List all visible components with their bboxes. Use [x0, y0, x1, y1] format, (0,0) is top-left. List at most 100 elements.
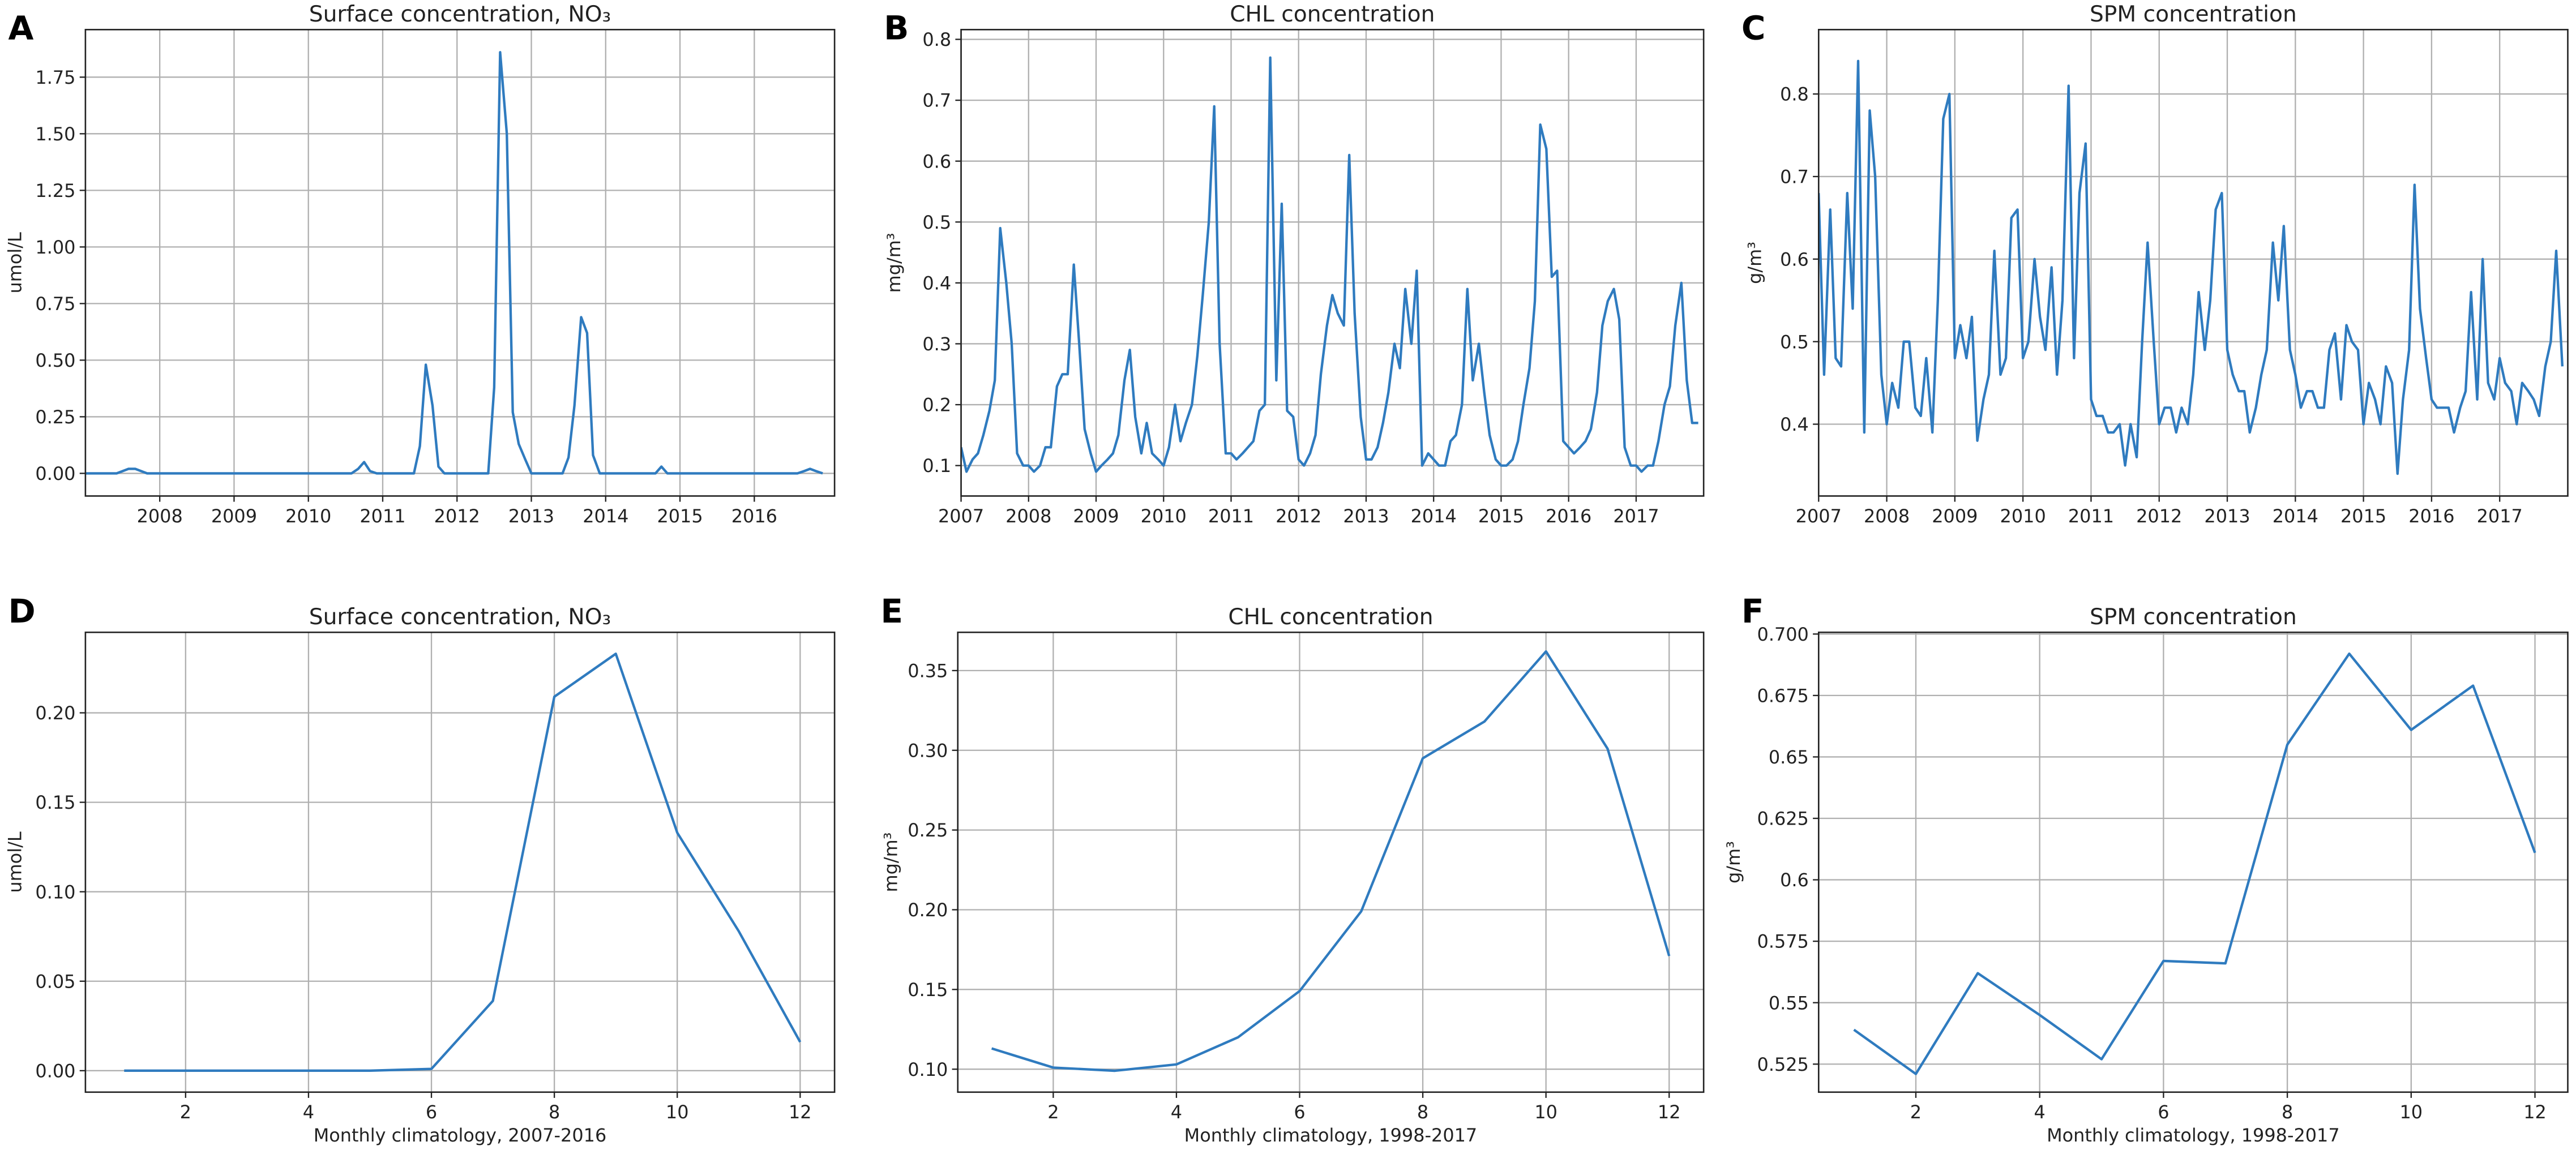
y-tick-label: 0.2: [922, 394, 951, 416]
y-tick-label: 0.10: [908, 1059, 948, 1080]
y-tick-label: 0.7: [922, 90, 951, 111]
x-tick-label: 2012: [2136, 505, 2182, 527]
x-tick-label: 2013: [1343, 505, 1389, 527]
y-tick-label: 0.05: [35, 971, 75, 992]
y-tick-label: 0.25: [35, 406, 75, 428]
x-tick-label: 2008: [1005, 505, 1051, 527]
y-tick-label: 1.75: [35, 67, 75, 88]
data-line: [85, 51, 823, 475]
y-tick-label: 0.10: [35, 881, 75, 903]
panel-letter: F: [1741, 592, 1764, 630]
x-tick-label: 6: [426, 1101, 437, 1123]
y-axis-label: umol/L: [5, 831, 26, 892]
axes-frame: [84, 29, 836, 497]
x-tick-label: 2016: [2408, 505, 2454, 527]
x-tick-label: 2009: [211, 505, 257, 527]
y-tick-label: 0.00: [35, 463, 75, 484]
axes-frame: [960, 29, 1705, 497]
x-tick-label: 2008: [137, 505, 183, 527]
x-tick-label: 10: [2400, 1101, 2423, 1123]
x-tick-label: 6: [1294, 1101, 1305, 1123]
y-tick-label: 0.575: [1757, 931, 1809, 952]
y-tick-label: 0.625: [1757, 808, 1809, 830]
y-axis-label: mg/m³: [883, 233, 905, 293]
x-tick-label: 2016: [731, 505, 777, 527]
y-tick-label: 0.7: [1780, 166, 1809, 188]
y-tick-label: 0.35: [908, 660, 948, 681]
x-tick-label: 10: [666, 1101, 689, 1123]
chart-title: SPM concentration: [2090, 2, 2297, 27]
y-tick-label: 0.50: [35, 350, 75, 371]
panel-letter: B: [884, 9, 909, 48]
x-tick-label: 2013: [508, 505, 554, 527]
x-tick-label: 2: [1047, 1101, 1059, 1123]
panel-letter: C: [1741, 9, 1766, 48]
y-tick-label: 0.15: [35, 792, 75, 813]
axes-frame: [957, 631, 1705, 1093]
data-line: [1853, 652, 2536, 1075]
x-tick-label: 2: [1910, 1101, 1922, 1123]
data-line: [124, 653, 802, 1072]
x-tick-label: 2011: [2068, 505, 2114, 527]
y-tick-label: 0.1: [922, 455, 951, 477]
y-tick-label: 0.30: [908, 740, 948, 761]
x-tick-label: 2009: [1932, 505, 1978, 527]
x-axis-label: Monthly climatology, 1998-2017: [1184, 1125, 1478, 1146]
x-tick-label: 2016: [1546, 505, 1591, 527]
x-tick-label: 8: [2282, 1101, 2293, 1123]
panel: 0.525 0.55 0.575 0.6 0.625 0.65 0.675 0.700 2 4 6 8…: [1723, 592, 2569, 1146]
y-tick-label: 0.75: [35, 293, 75, 315]
data-line: [961, 56, 1698, 473]
x-tick-label: 2013: [2204, 505, 2250, 527]
y-tick-label: 0.65: [1769, 746, 1809, 768]
x-tick-label: 12: [789, 1101, 812, 1123]
y-tick-label: 0.4: [1780, 414, 1809, 435]
x-axis-label: Monthly climatology, 1998-2017: [2047, 1125, 2340, 1146]
x-tick-label: 8: [1417, 1101, 1428, 1123]
panel: 0.10 0.15 0.20 0.25 0.30 0.35 2 4 6 8 10 12 CHL conc…: [880, 592, 1705, 1146]
chart-title: Surface concentration, NO₃: [309, 604, 611, 630]
x-tick-label: 2015: [657, 505, 703, 527]
y-tick-label: 0.6: [1780, 248, 1809, 270]
y-axis-label: umol/L: [5, 232, 26, 293]
chart-title: CHL concentration: [1228, 604, 1433, 630]
x-tick-label: 2012: [1276, 505, 1321, 527]
x-tick-label: 10: [1534, 1101, 1557, 1123]
y-tick-label: 0.25: [908, 819, 948, 841]
x-tick-label: 2011: [360, 505, 405, 527]
chart-title: Surface concentration, NO₃: [309, 2, 611, 27]
x-tick-label: 2012: [434, 505, 480, 527]
x-tick-label: 4: [303, 1101, 314, 1123]
y-tick-label: 0.700: [1757, 624, 1809, 645]
x-axis-label: Monthly climatology, 2007-2016: [314, 1125, 607, 1146]
x-tick-label: 8: [549, 1101, 560, 1123]
y-tick-label: 0.20: [35, 702, 75, 724]
x-tick-label: 2010: [285, 505, 331, 527]
x-tick-label: 2014: [1411, 505, 1457, 527]
data-line: [1818, 59, 2564, 475]
x-tick-label: 2008: [1864, 505, 1910, 527]
axes-frame: [1817, 29, 2569, 497]
x-tick-label: 6: [2158, 1101, 2169, 1123]
x-tick-label: 2011: [1208, 505, 1254, 527]
x-tick-label: 2007: [1796, 505, 1842, 527]
x-tick-label: 2017: [1613, 505, 1659, 527]
y-tick-label: 0.5: [922, 212, 951, 233]
y-tick-label: 1.50: [35, 123, 75, 145]
y-tick-label: 0.6: [1780, 869, 1809, 891]
panel-letter: D: [8, 592, 36, 630]
x-tick-label: 2015: [1478, 505, 1524, 527]
chart-title: CHL concentration: [1230, 2, 1435, 27]
y-tick-label: 0.00: [35, 1060, 75, 1082]
axes-frame: [1817, 631, 2569, 1093]
axes-frame: [84, 631, 836, 1093]
y-axis-label: g/m³: [1723, 841, 1744, 883]
x-tick-label: 2009: [1073, 505, 1119, 527]
y-tick-label: 0.20: [908, 899, 948, 921]
x-tick-label: 2: [180, 1101, 191, 1123]
panel: 0.4 0.5 0.6 0.7 0.8 2007 2008 2009 2010 2011 2012 2…: [1741, 2, 2569, 527]
x-tick-label: 2014: [2273, 505, 2318, 527]
chart-title: SPM concentration: [2090, 604, 2297, 630]
y-tick-label: 1.00: [35, 237, 75, 258]
